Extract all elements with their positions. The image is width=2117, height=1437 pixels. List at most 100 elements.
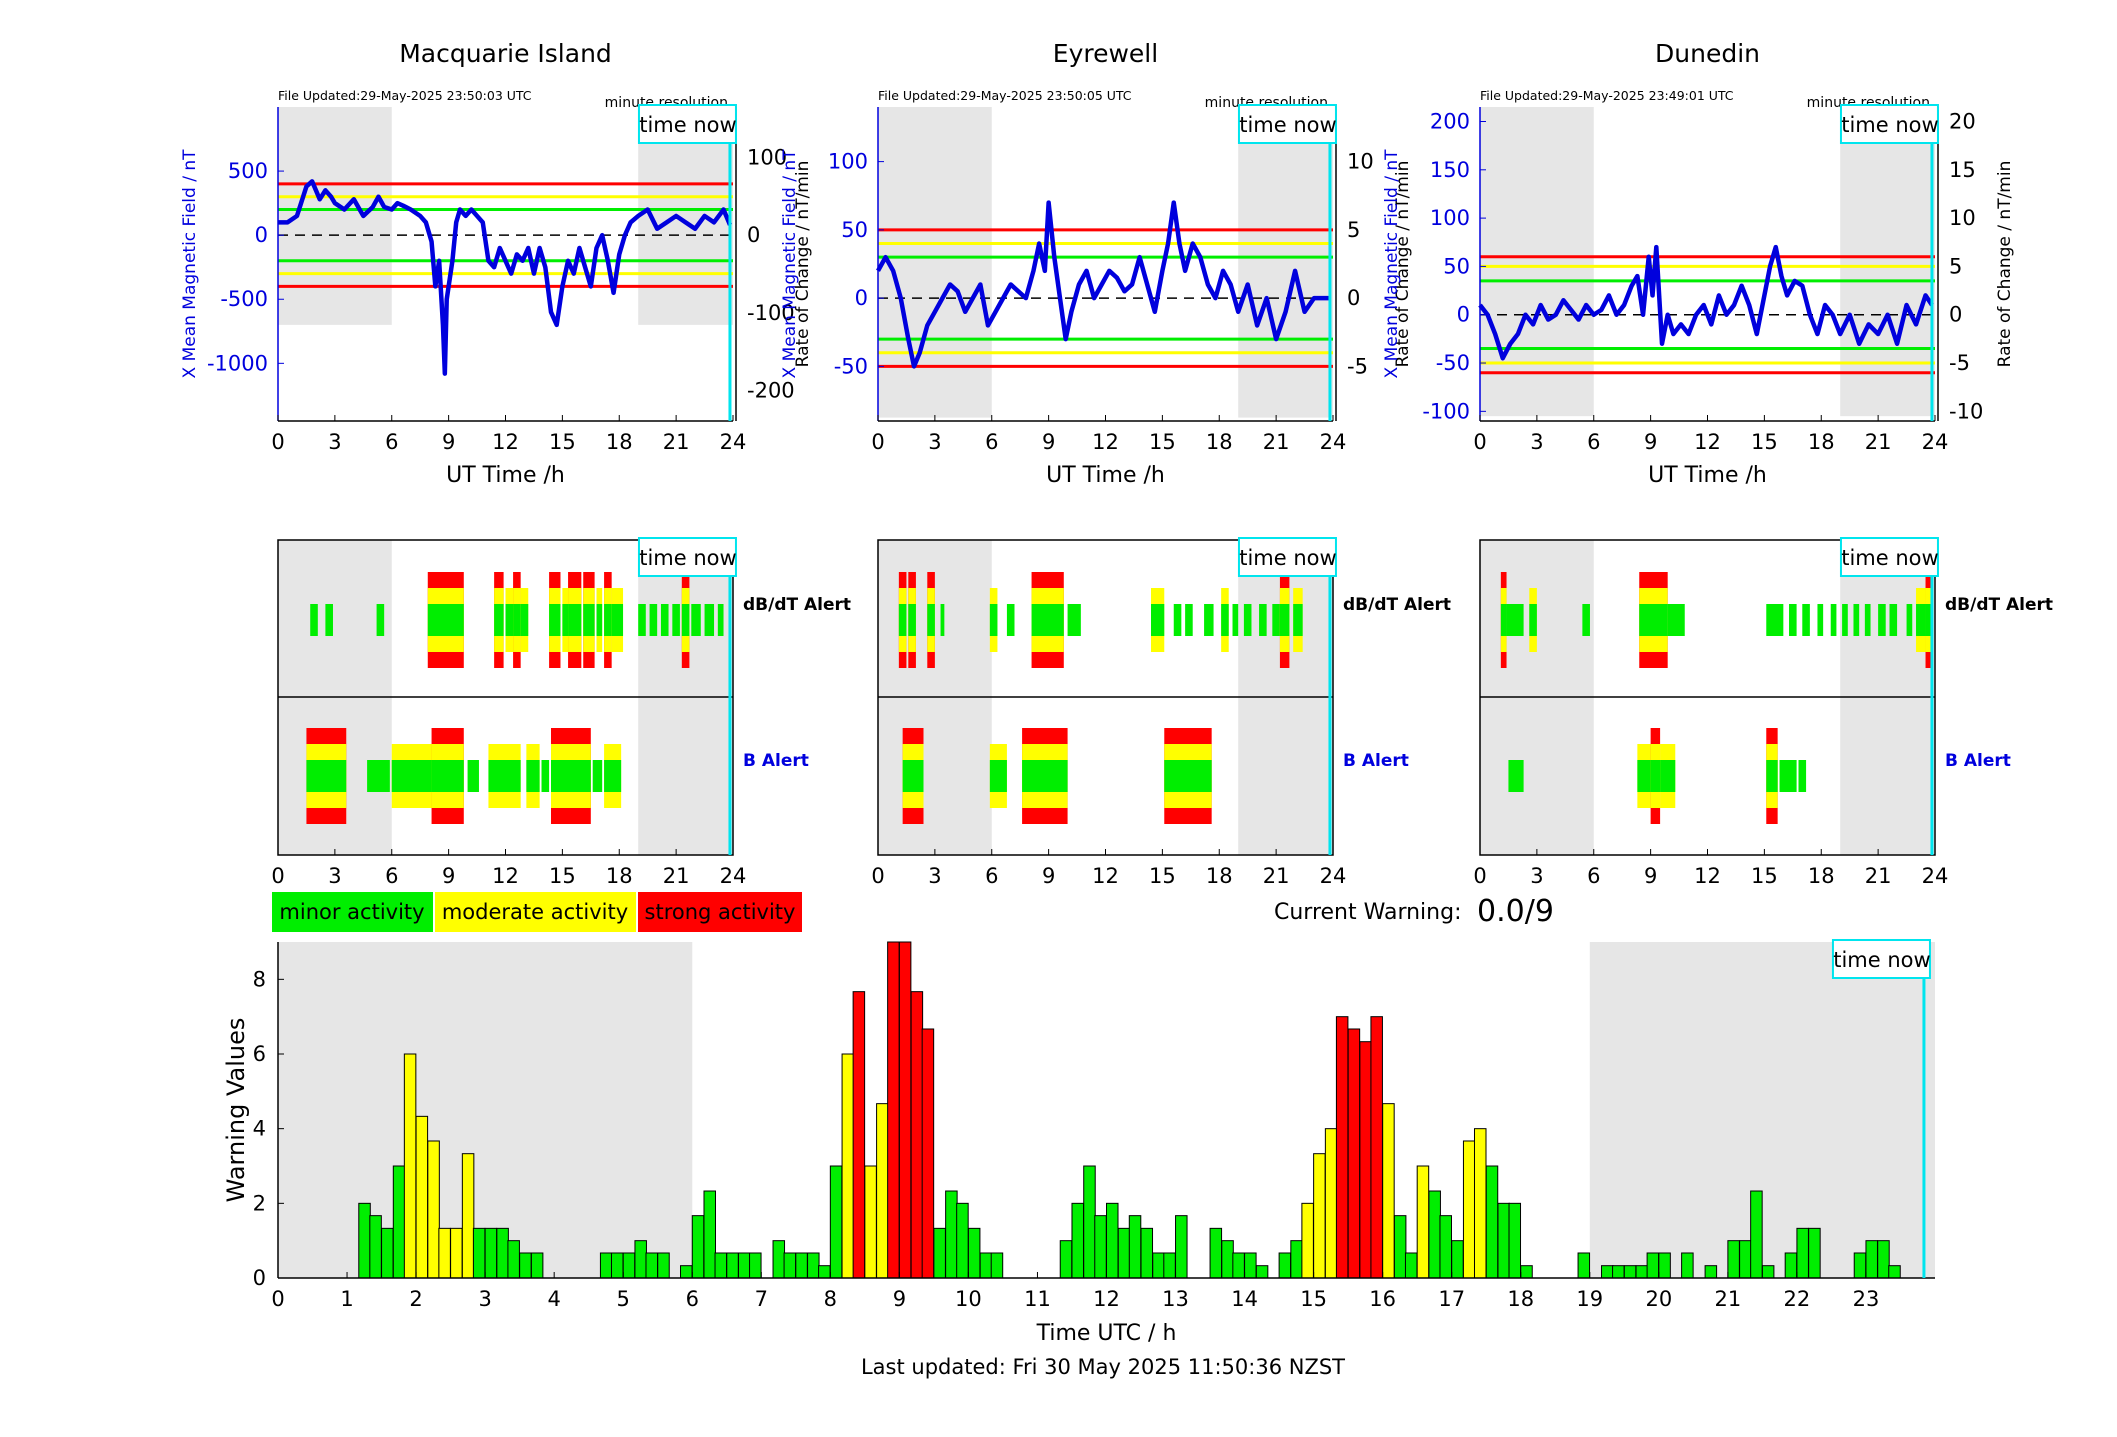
warning-bar xyxy=(1520,1265,1533,1279)
night-shade xyxy=(278,942,693,1278)
x-tick-label: 18 xyxy=(1206,864,1233,888)
field-line xyxy=(876,200,1330,369)
dbdt-minor-block xyxy=(1906,604,1913,636)
dbdt-minor-block xyxy=(1639,604,1668,636)
y-tick-label: -1000 xyxy=(207,351,268,375)
b-minor-block xyxy=(902,760,924,792)
x-tick-label: 0 xyxy=(271,430,284,454)
file-updated: File Updated:29-May-2025 23:50:03 UTC xyxy=(278,88,532,103)
time-now-box xyxy=(637,537,737,577)
b-minor-block xyxy=(1508,760,1524,792)
warning-bar xyxy=(1404,1252,1418,1279)
warning-bar xyxy=(1865,1240,1878,1279)
x-tick-label: 15 xyxy=(1300,1287,1327,1311)
dbdt-minor-block xyxy=(1279,604,1290,636)
x-tick-label: 21 xyxy=(663,864,690,888)
warning-bar xyxy=(1462,1140,1476,1279)
b-minor-block xyxy=(1779,760,1797,792)
y-tick-label: 4 xyxy=(253,1117,266,1141)
warning-bar xyxy=(1853,1252,1867,1279)
y-tick-label: 500 xyxy=(228,159,268,183)
warning-bar xyxy=(1255,1265,1269,1279)
x-tick-label: 3 xyxy=(1530,430,1543,454)
alert-panel-1: 0 3 6 9 12 15 18 21 24 dB/dT Alert B Alert time now xyxy=(271,537,851,888)
warning-bar xyxy=(841,1053,855,1279)
y-axis-title: X Mean Magnetic Field / nT xyxy=(1382,149,1402,379)
x-axis-title: UT Time /h xyxy=(1046,463,1165,488)
dbdt-minor-block xyxy=(1582,604,1590,636)
x-tick-label: 9 xyxy=(893,1287,906,1311)
x-axis-title: UT Time /h xyxy=(1648,463,1767,488)
warning-bar xyxy=(438,1227,451,1279)
x-tick-label: 3 xyxy=(328,864,341,888)
warning-bar xyxy=(1347,1028,1361,1279)
warning-bar xyxy=(979,1252,993,1279)
x-tick-label: 6 xyxy=(1587,864,1600,888)
y-tick-label: -50 xyxy=(834,354,868,378)
warning-bar xyxy=(910,991,924,1279)
dbdt-minor-block xyxy=(1789,604,1797,636)
warning-bar xyxy=(898,941,912,1279)
warning-bar xyxy=(864,1165,877,1279)
warning-bar xyxy=(852,991,866,1279)
y-right-tick-label: 15 xyxy=(1949,158,1976,182)
warning-bar xyxy=(369,1215,382,1279)
x-tick-label: 12 xyxy=(492,864,519,888)
time-now-label: time now xyxy=(1833,948,1930,972)
warning-bar xyxy=(622,1252,636,1279)
dbdt-minor-block xyxy=(1293,604,1303,636)
legend-moderate: moderate activity xyxy=(442,900,628,924)
x-tick-label: 21 xyxy=(663,430,690,454)
y-tick-label: -500 xyxy=(220,287,268,311)
x-tick-label: 0 xyxy=(871,430,884,454)
dbdt-minor-block xyxy=(1667,604,1685,636)
dbdt-minor-block xyxy=(1173,604,1182,636)
x-tick-label: 15 xyxy=(549,430,576,454)
time-now-box xyxy=(1831,939,1931,979)
dbdt-minor-block xyxy=(1925,604,1934,636)
b-minor-block xyxy=(1660,760,1676,792)
x-tick-label: 21 xyxy=(1715,1287,1742,1311)
warning-bar xyxy=(772,1240,786,1279)
x-axis-title: UT Time /h xyxy=(446,463,565,488)
warning-bar xyxy=(1359,1041,1372,1279)
b-minor-block xyxy=(604,760,622,792)
b-minor-block xyxy=(431,760,464,792)
station-title: Dunedin xyxy=(1655,39,1760,68)
dbdt-minor-block xyxy=(1817,604,1824,636)
warning-bar xyxy=(1658,1252,1671,1279)
time-now-label: time now xyxy=(1239,113,1336,137)
warning-bar xyxy=(1175,1215,1188,1279)
y-right-tick-label: 5 xyxy=(1347,218,1360,242)
x-tick-label: 18 xyxy=(1507,1287,1534,1311)
warning-bar xyxy=(818,1265,831,1279)
x-tick-label: 24 xyxy=(720,430,747,454)
x-tick-label: 15 xyxy=(1149,430,1176,454)
y-tick-label: 0 xyxy=(255,223,268,247)
warning-bar xyxy=(1221,1240,1234,1279)
b-minor-block xyxy=(367,760,390,792)
y-right-tick-label: 10 xyxy=(1949,206,1976,230)
b-minor-block xyxy=(526,760,540,792)
b-minor-block xyxy=(1164,760,1212,792)
dbdt-minor-block xyxy=(1830,604,1837,636)
warning-bar xyxy=(1059,1240,1073,1279)
x-tick-label: 9 xyxy=(1644,864,1657,888)
x-tick-label: 16 xyxy=(1369,1287,1396,1311)
x-tick-label: 23 xyxy=(1853,1287,1880,1311)
time-now-box xyxy=(1839,104,1939,144)
warning-bar xyxy=(1106,1202,1119,1279)
x-tick-label: 20 xyxy=(1645,1287,1672,1311)
warning-bar xyxy=(392,1165,406,1279)
y-tick-label: 150 xyxy=(1430,158,1470,182)
x-tick-label: 15 xyxy=(1751,430,1778,454)
station-title: Eyrewell xyxy=(1053,39,1158,68)
warning-bar xyxy=(1497,1202,1510,1279)
dbdt-minor-block xyxy=(1500,604,1507,636)
x-tick-label: 6 xyxy=(686,1287,699,1311)
warning-bar xyxy=(1681,1252,1694,1279)
current-warning-label: Current Warning: xyxy=(1274,900,1461,925)
dbdt-minor-block xyxy=(898,604,907,636)
